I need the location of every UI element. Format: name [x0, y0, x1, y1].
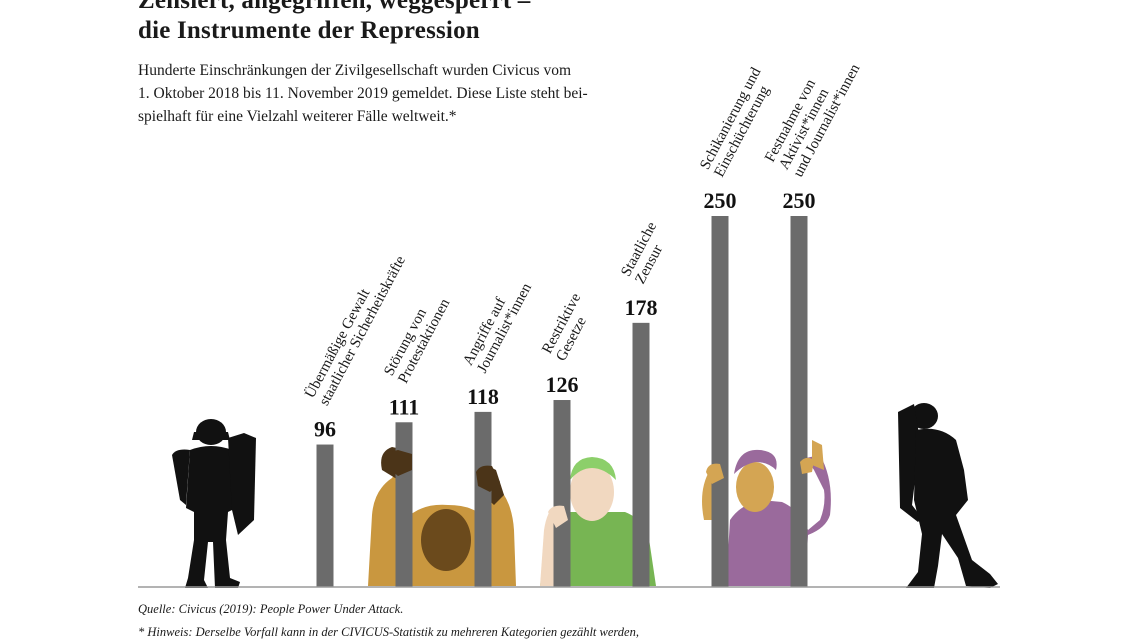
category-label-4: RestriktiveGesetze: [539, 290, 598, 363]
category-labels: Übermäßige Gewaltstaatlicher Sicherheits…: [301, 46, 863, 408]
page-title: Zensiert, angegriffen, weggesperrt – die…: [138, 0, 531, 46]
chart-subtitle: Hunderte Einschränkungen der Zivilgesell…: [138, 59, 718, 128]
subtitle-line-2: 1. Oktober 2018 bis 11. November 2019 ge…: [138, 85, 588, 102]
bar-5: [632, 322, 650, 587]
bar-value-6: 250: [704, 188, 737, 213]
bar-6: [711, 216, 729, 587]
bar-4: [553, 400, 571, 587]
bar-2: [395, 422, 413, 587]
category-label-5: StaatlicheZensur: [618, 219, 674, 287]
gripping-hands: [385, 450, 814, 528]
source-note: Quelle: Civicus (2019): People Power Und…: [138, 602, 404, 616]
title-line-2: die Instrumente der Repression: [138, 17, 480, 44]
bars: [316, 216, 808, 587]
bar-value-4: 126: [546, 372, 579, 397]
category-label-3: Angriffe aufJournalist*innen: [460, 273, 535, 376]
bar-value-5: 178: [625, 295, 658, 320]
bar-value-7: 250: [783, 188, 816, 213]
category-label-2: Störung vonProtestaktionen: [381, 288, 453, 386]
bar-1: [316, 444, 334, 587]
bar-3: [474, 411, 492, 587]
bar-7: [790, 216, 808, 587]
title-line-1: Zensiert, angegriffen, weggesperrt –: [138, 0, 531, 14]
category-label-6: Schikanierung undEinschüchterung: [697, 65, 778, 180]
value-labels: 96 111 118 126 178 250 250: [314, 188, 816, 442]
police-officer-left-icon: [172, 419, 256, 588]
police-officer-right-icon: [898, 403, 998, 588]
bar-value-1: 96: [314, 417, 336, 442]
prisoner-figures: [368, 440, 831, 586]
subtitle-line-1: Hunderte Einschränkungen der Zivilgesell…: [138, 62, 572, 79]
bar-value-3: 118: [467, 384, 499, 409]
chart-footer: Quelle: Civicus (2019): People Power Und…: [138, 598, 639, 644]
bar-value-2: 111: [389, 394, 420, 419]
footnote: * Hinweis: Derselbe Vorfall kann in der …: [138, 625, 639, 639]
category-label-1: Übermäßige Gewaltstaatlicher Sicherheits…: [301, 245, 409, 408]
category-label-7: Festnahme vonAktivist*innenund Journalis…: [762, 46, 863, 180]
subtitle-line-3: spielhaft für eine Vielzahl weiterer Fäl…: [138, 108, 457, 125]
